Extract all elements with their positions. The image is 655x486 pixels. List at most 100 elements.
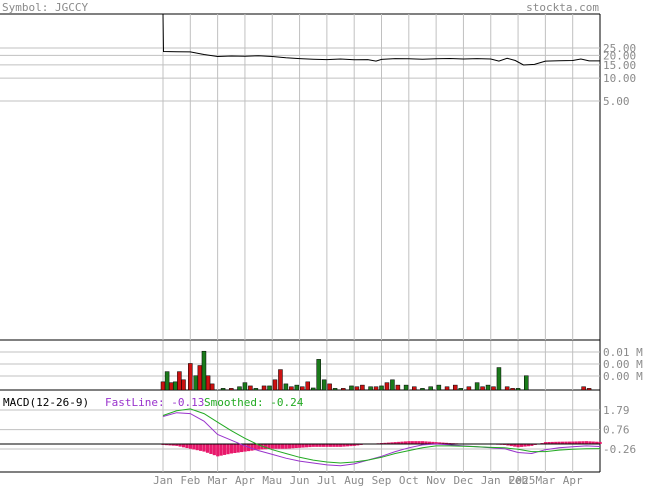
volume-bar-up (310, 387, 316, 391)
volume-bar-up (524, 375, 529, 391)
macd-histogram-bar (557, 441, 561, 444)
volume-bar-down (412, 386, 417, 391)
macd-histogram-bar (591, 441, 595, 444)
month-label: Jan (153, 474, 173, 486)
macd-histogram-bar (595, 441, 599, 444)
macd-title: MACD(12-26-9) (3, 396, 89, 409)
macd-tick-label: 1.79 (603, 404, 630, 417)
volume-bar-down (373, 386, 379, 391)
volume-bar-down (480, 386, 485, 391)
volume-bar-down (209, 383, 215, 391)
macd-histogram-bar (339, 444, 343, 447)
price-tick-label: 20.00 (603, 49, 636, 62)
volume-bar-up (349, 385, 354, 391)
volume-bar-down (466, 386, 472, 391)
macd-histogram-bar (574, 441, 578, 444)
macd-histogram-bar (222, 444, 227, 455)
macd-plot (0, 408, 602, 467)
macd-histogram-bar (519, 444, 524, 447)
macd-histogram-bar (390, 442, 394, 444)
macd-histogram-bar (397, 441, 401, 444)
volume-bar-up (485, 384, 491, 391)
volume-bar-down (177, 371, 182, 391)
volume-bar-up (496, 367, 502, 391)
macd-histogram-bar (209, 444, 213, 454)
volume-bar-up (403, 384, 409, 391)
macd-histogram-bar (438, 442, 442, 444)
volume-bar-down (160, 381, 166, 391)
macd-histogram-bar (325, 444, 329, 447)
month-label: Jun (290, 474, 310, 486)
volume-plot (160, 350, 592, 391)
macd-histogram-bar (342, 444, 346, 447)
volume-bar-up (220, 388, 226, 391)
macd-histogram-bar (240, 444, 244, 453)
volume-bar-up (390, 379, 395, 391)
volume-bar-down (395, 384, 401, 391)
macd-histogram-bar (560, 441, 565, 444)
macd-histogram-bar (420, 441, 425, 444)
macd-histogram-bar (414, 441, 418, 444)
macd-grid: 1.79 0.76 -0.26 (0, 404, 636, 456)
volume-bar-down (305, 381, 311, 391)
month-label: Feb (508, 474, 528, 486)
price-tick-label: 15.00 (603, 59, 636, 72)
volume-bar-down (278, 369, 283, 391)
volume-bar-up (237, 386, 242, 391)
volume-bar-down (341, 388, 346, 391)
volume-bar-up (379, 385, 384, 391)
macd-histogram-bar (349, 444, 353, 447)
macd-histogram-bar (301, 444, 305, 448)
volume-bar-down (188, 363, 193, 391)
macd-histogram-bar (434, 442, 438, 444)
macd-smoothed-label: Smoothed: -0.24 (204, 396, 304, 409)
macd-histogram-bar (584, 441, 589, 444)
volume-bar-down (444, 386, 450, 391)
volume-bar-up (201, 350, 207, 391)
macd-tick-label: 0.76 (603, 424, 630, 437)
volume-bar-down (354, 386, 360, 391)
site-label: stockta.com (526, 1, 599, 14)
macd-histogram-bar (284, 444, 288, 449)
macd-histogram-bar (185, 444, 189, 449)
volume-bar-down (289, 386, 294, 391)
macd-histogram-bar (383, 442, 387, 444)
volume-bar-up (173, 381, 178, 391)
macd-histogram-bar (229, 444, 233, 454)
volume-bar-down (327, 383, 332, 391)
axis-labels: Jan Feb Mar Apr Mau Jun Jul Aug Sep Oct Nov Dec Jan F… (153, 474, 583, 486)
volume-bar-down (581, 386, 586, 391)
macd-histogram-bar (253, 444, 257, 451)
macd-histogram-bar (598, 441, 602, 444)
month-label: Sep (372, 474, 392, 486)
macd-histogram-bar (164, 444, 169, 446)
month-label: Mau (262, 474, 282, 486)
price-tick-label: 5.00 (603, 95, 630, 108)
macd-histogram-bar (352, 444, 356, 446)
macd-histogram-bar (543, 442, 548, 444)
volume-bar-down (168, 382, 174, 391)
volume-bar-down (261, 385, 267, 391)
macd-histogram-bar (554, 441, 558, 444)
macd-histogram-bar (311, 444, 315, 447)
macd-histogram-bar (386, 442, 391, 444)
macd-histogram-bar (328, 444, 332, 447)
macd-histogram-bar (526, 444, 531, 447)
volume-bar-up (242, 382, 248, 391)
month-label: Feb (180, 474, 200, 486)
volume-bar-up (283, 383, 289, 391)
volume-grid: 0.01 M0.00 M0.00 M (0, 14, 643, 472)
price-tick-label: 10.00 (603, 72, 636, 85)
volume-bar-up (316, 359, 321, 391)
macd-histogram-bar (547, 442, 551, 444)
volume-bar-up (368, 386, 373, 391)
macd-histogram-bar (270, 444, 274, 449)
macd-histogram-bar (444, 442, 449, 444)
macd-histogram-bar (287, 444, 292, 449)
macd-histogram-bar (243, 444, 247, 452)
volume-bar-up (458, 388, 463, 391)
volume-bar-up (321, 379, 327, 391)
macd-histogram-bar (260, 444, 264, 450)
macd-histogram-bar (181, 444, 186, 448)
macd-histogram-bar (291, 444, 295, 449)
